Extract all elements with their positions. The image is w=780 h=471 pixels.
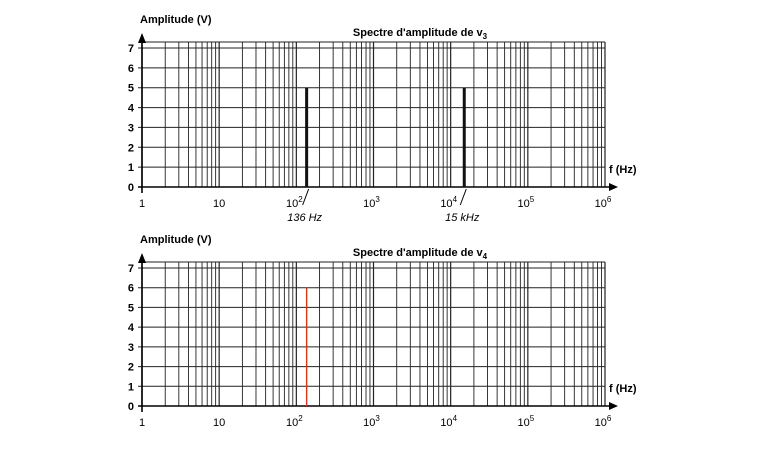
x-tick-label: 10 <box>213 198 225 210</box>
y-tick-label: 3 <box>128 122 134 134</box>
chart-title: Spectre d'amplitude de v3 <box>353 27 488 41</box>
y-tick-label: 0 <box>128 401 134 413</box>
x-tick-label: 104 <box>440 195 457 210</box>
y-tick-label: 7 <box>128 263 134 275</box>
x-tick-label: 106 <box>595 195 612 210</box>
y-tick-label: 5 <box>128 83 134 95</box>
y-tick-label: 7 <box>128 43 134 55</box>
y-axis-label: Amplitude (V) <box>140 234 212 246</box>
x-tick-label: 104 <box>440 414 457 429</box>
x-tick-label: 103 <box>363 195 380 210</box>
x-tick-label: 105 <box>517 195 534 210</box>
chart-title: Spectre d'amplitude de v4 <box>353 247 488 261</box>
y-tick-label: 1 <box>128 381 134 393</box>
x-tick-label: 103 <box>363 414 380 429</box>
x-tick-label: 10 <box>213 417 225 429</box>
x-tick-label: 105 <box>517 414 534 429</box>
spectral-line-label: 136 Hz <box>287 212 322 224</box>
y-tick-label: 3 <box>128 342 134 354</box>
y-tick-label: 6 <box>128 63 134 75</box>
y-tick-label: 4 <box>128 103 135 115</box>
y-tick-label: 4 <box>128 322 135 334</box>
x-tick-label: 1 <box>139 417 145 429</box>
y-axis-label: Amplitude (V) <box>140 14 212 26</box>
pointer-line <box>459 188 467 206</box>
x-tick-label: 102 <box>286 414 303 429</box>
y-tick-label: 0 <box>128 182 134 194</box>
x-tick-label: 106 <box>595 414 612 429</box>
spectral-line-label: 15 kHz <box>445 212 480 224</box>
y-tick-label: 1 <box>128 162 134 174</box>
y-tick-label: 2 <box>128 362 134 374</box>
y-axis-arrow <box>138 33 146 43</box>
y-tick-label: 2 <box>128 142 134 154</box>
x-axis-label: f (Hz) <box>609 164 637 176</box>
x-axis-arrow <box>609 402 618 410</box>
x-tick-label: 1 <box>139 198 145 210</box>
pointer-line <box>302 188 310 206</box>
x-axis-arrow <box>609 183 618 191</box>
x-tick-label: 102 <box>286 195 303 210</box>
x-axis-label: f (Hz) <box>609 383 637 395</box>
y-tick-label: 6 <box>128 283 134 295</box>
y-axis-arrow <box>138 253 146 263</box>
y-tick-label: 5 <box>128 302 134 314</box>
